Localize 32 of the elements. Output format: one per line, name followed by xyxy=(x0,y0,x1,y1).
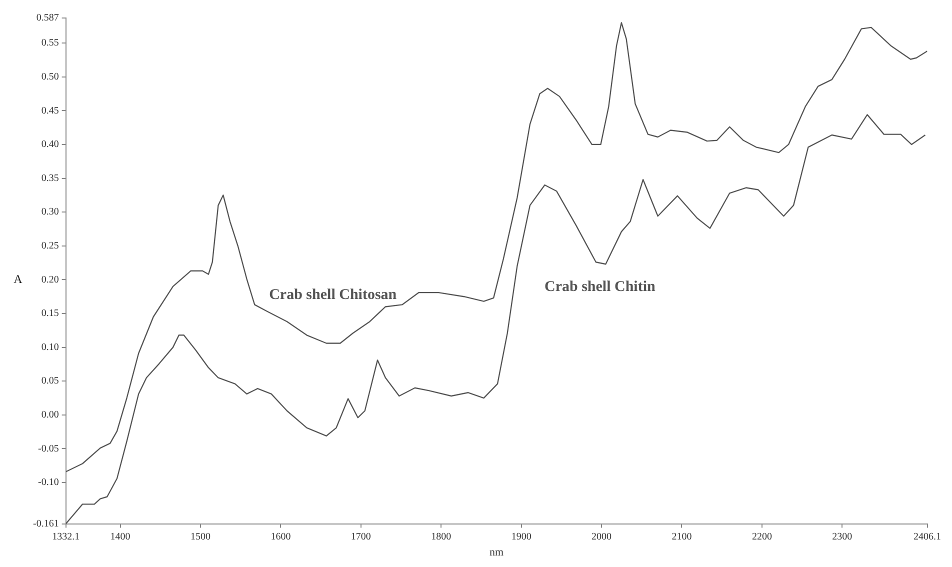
y-tick-label: 0.55 xyxy=(41,38,59,49)
x-tick-label: 2200 xyxy=(752,531,772,542)
y-tick-label: -0.05 xyxy=(38,443,59,454)
x-tick-label: 1800 xyxy=(431,531,452,542)
x-tick-label: 1500 xyxy=(190,531,210,542)
y-tick-label: 0.05 xyxy=(41,376,59,387)
y-tick-label: -0.10 xyxy=(38,477,59,488)
x-tick-label: 2300 xyxy=(832,531,852,542)
y-axis-title: A xyxy=(14,272,23,286)
y-tick-label: 0.35 xyxy=(41,172,59,184)
y-tick-label: 0.40 xyxy=(41,139,59,150)
x-tick-label: 1400 xyxy=(110,531,130,542)
x-tick-label: 1600 xyxy=(270,531,291,542)
x-tick-label: 2406.1 xyxy=(914,531,941,542)
x-tick-label: 1900 xyxy=(511,531,532,542)
y-tick-label: -0.161 xyxy=(32,518,59,530)
y-tick-label: 0.25 xyxy=(41,240,59,252)
y-tick-label: 0.50 xyxy=(41,71,59,82)
series-label: Crab shell Chitin xyxy=(544,278,656,295)
series-label: Crab shell Chitosan xyxy=(269,287,398,304)
y-tick-label: 0.587 xyxy=(36,12,59,24)
y-tick-label: 0.20 xyxy=(41,274,59,286)
x-axis-title: nm xyxy=(490,546,504,558)
y-tick-label: 0.10 xyxy=(41,342,59,353)
y-tick-label: 0.30 xyxy=(41,206,59,218)
x-tick-label: 2000 xyxy=(592,531,612,542)
y-tick-label: 0.15 xyxy=(41,308,59,320)
x-tick-label: 1332.1 xyxy=(52,531,80,542)
x-tick-label: 2100 xyxy=(672,531,692,542)
y-tick-label: 0.45 xyxy=(41,105,59,116)
x-tick-label: 1700 xyxy=(350,531,371,542)
y-tick-label: 0.00 xyxy=(41,410,59,421)
